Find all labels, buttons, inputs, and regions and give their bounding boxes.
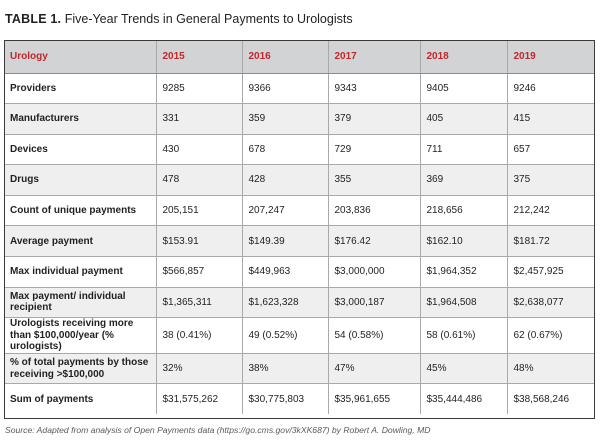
row-label: Max payment/ individual recipient [4,287,156,319]
table-body: Providers 9285 9366 9343 9405 9246 Manufacture… [4,73,595,415]
table-number: TABLE 1. [5,12,62,26]
header-cell: 2017 [327,40,420,74]
table-cell: $153.91 [155,225,242,258]
table-cell: 430 [155,134,242,166]
table-row: Sum of payments $31,575,262 $30,775,803 $35… [4,383,595,415]
table-cell: $30,775,803 [241,383,328,415]
table-row: Devices 430 678 729 711 657 [4,134,595,166]
table-cell: 49 (0.52%) [241,317,328,354]
table-cell: $2,638,077 [506,287,595,319]
table-cell: 38 (0.41%) [155,317,242,354]
table-cell: 657 [506,134,595,166]
row-label: Max individual payment [4,256,156,288]
table-cell: 9366 [241,73,328,105]
table-cell: 9285 [155,73,242,105]
table-cell: $2,457,925 [506,256,595,288]
table-cell: 207,247 [241,195,328,227]
header-row: Urology 2015 2016 2017 2018 2019 [4,40,595,74]
table-cell: $149.39 [241,225,328,258]
table-cell: 369 [419,164,507,196]
table-cell: $31,575,262 [155,383,242,415]
table-cell: 729 [327,134,420,166]
table-cell: 218,656 [419,195,507,227]
row-label: Drugs [4,164,156,196]
table-cell: $566,857 [155,256,242,288]
table-cell: $38,568,246 [506,383,595,415]
table-cell: 54 (0.58%) [327,317,420,354]
table-cell: 62 (0.67%) [506,317,595,354]
table-cell: $1,365,311 [155,287,242,319]
table-cell: $162.10 [419,225,507,258]
table-cell: $176.42 [327,225,420,258]
table-cell: 205,151 [155,195,242,227]
header-cell: 2019 [506,40,595,74]
table-cell: 428 [241,164,328,196]
table-cell: 45% [419,353,507,385]
table-cell: $3,000,000 [327,256,420,288]
row-label: Sum of payments [4,383,156,415]
table-cell: $1,623,328 [241,287,328,319]
table-frame [4,40,595,419]
table-cell: $449,963 [241,256,328,288]
table-cell: 203,836 [327,195,420,227]
table-cell: 48% [506,353,595,385]
row-label: Manufacturers [4,103,156,135]
table-cell: 359 [241,103,328,135]
table-row: Average payment $153.91 $149.39 $176.42 $162… [4,225,595,258]
table-cell: 478 [155,164,242,196]
table-cell: $35,444,486 [419,383,507,415]
row-label: Devices [4,134,156,166]
table-cell: 9343 [327,73,420,105]
table-row: % of total payments by those receiving >… [4,353,595,385]
row-label: Average payment [4,225,156,258]
row-label: Count of unique payments [4,195,156,227]
table-row: Max individual payment $566,857 $449,963 $3… [4,256,595,288]
table-cell: 38% [241,353,328,385]
table-cell: 379 [327,103,420,135]
row-label: Providers [4,73,156,105]
table-row: Count of unique payments 205,151 207,247 20… [4,195,595,227]
table-cell: $35,961,655 [327,383,420,415]
table-cell: $1,964,508 [419,287,507,319]
table-row: Providers 9285 9366 9343 9405 9246 [4,73,595,105]
header-cell: 2015 [155,40,242,74]
header-cell: 2018 [419,40,507,74]
table-cell: 405 [419,103,507,135]
table-cell: 415 [506,103,595,135]
table-cell: 9246 [506,73,595,105]
table-cell: 678 [241,134,328,166]
table-cell: $3,000,187 [327,287,420,319]
table-cell: 355 [327,164,420,196]
row-label: Urologists receiving more than $100,000/… [4,317,156,354]
table-row: Manufacturers 331 359 379 405 415 [4,103,595,135]
table-title: TABLE 1. Five-Year Trends in General Pay… [5,12,595,26]
table-cell: 331 [155,103,242,135]
table-cell: $1,964,352 [419,256,507,288]
table-caption: Five-Year Trends in General Payments to … [64,12,353,26]
row-label: % of total payments by those receiving >… [4,353,156,385]
table-cell: 212,242 [506,195,595,227]
table-cell: 375 [506,164,595,196]
source-note: Source: Adapted from analysis of Open Pa… [5,425,431,435]
table-cell: $181.72 [506,225,595,258]
table-cell: 9405 [419,73,507,105]
table-row: Max payment/ individual recipient $1,365,… [4,287,595,319]
table-cell: 47% [327,353,420,385]
table-cell: 711 [419,134,507,166]
table-cell: 58 (0.61%) [419,317,507,354]
table-row: Urologists receiving more than $100,000/… [4,317,595,354]
table-cell: 32% [155,353,242,385]
header-cell: 2016 [241,40,328,74]
header-cell: Urology [4,40,156,74]
payments-table: Urology 2015 2016 2017 2018 2019 Provide… [4,40,595,415]
table-row: Drugs 478 428 355 369 375 [4,164,595,196]
